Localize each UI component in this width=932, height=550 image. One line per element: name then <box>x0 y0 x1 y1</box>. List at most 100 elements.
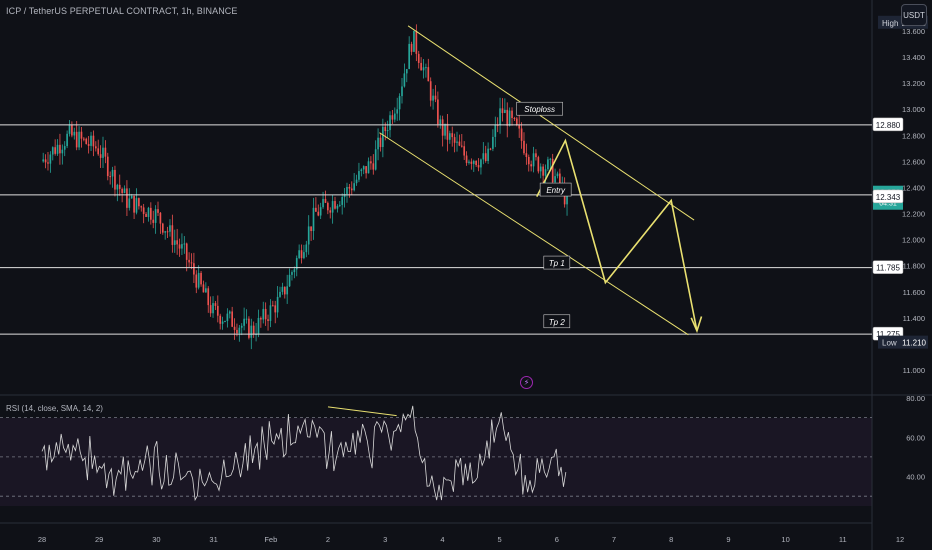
annotation-box <box>543 255 571 270</box>
candle-body <box>425 67 427 69</box>
candle-body <box>312 207 315 232</box>
candle-body <box>114 169 116 190</box>
candle-body <box>456 141 458 143</box>
candle-body <box>233 326 236 330</box>
candle-body <box>109 176 112 178</box>
candle-body <box>228 311 231 314</box>
candle-body <box>472 160 475 164</box>
candle-body <box>358 171 360 180</box>
time-tick-label: 5 <box>498 535 502 544</box>
candle-body <box>398 96 401 110</box>
candle-body <box>66 133 68 147</box>
time-tick-label: Feb <box>264 535 277 544</box>
candle-body <box>133 195 135 213</box>
candle-body <box>164 231 167 233</box>
candle-body <box>527 156 530 165</box>
level-price-tag: 11.275 <box>876 330 900 339</box>
candle-body <box>382 126 384 148</box>
candle-body <box>267 319 269 321</box>
annotation-box <box>539 182 572 197</box>
high-marker-label: High <box>882 19 898 28</box>
candle-body <box>482 153 485 160</box>
candle-body <box>147 207 150 217</box>
candle-body <box>379 137 382 148</box>
candle-body <box>377 137 379 150</box>
candle-body <box>386 130 389 132</box>
candle-body <box>303 252 305 259</box>
candle-body <box>310 226 312 232</box>
price-tick-label: 11.800 <box>903 262 925 271</box>
candle-body <box>176 240 178 245</box>
candle-body <box>202 284 205 293</box>
candle-body <box>87 144 90 146</box>
candle-body <box>566 191 568 205</box>
candle-body <box>410 43 413 52</box>
time-tick-label: 6 <box>555 535 559 544</box>
candle-body <box>353 183 355 191</box>
price-tick-label: 12.000 <box>902 236 925 245</box>
time-tick-label: 10 <box>781 535 789 544</box>
candle-body <box>444 123 446 136</box>
annotation-label: Tp 1 <box>549 259 565 268</box>
candle-body <box>214 303 217 306</box>
rsi-tick-label: 80.00 <box>906 394 925 403</box>
rsi-band-fill <box>0 418 872 506</box>
candle-body <box>504 109 506 114</box>
time-tick-label: 12 <box>896 535 904 544</box>
price-tick-label: 13.200 <box>902 79 925 88</box>
candle-body <box>315 207 317 212</box>
currency-button[interactable]: USDT <box>901 4 927 26</box>
candle-body <box>240 325 243 328</box>
candle-body <box>121 188 123 193</box>
candle-body <box>286 286 289 295</box>
time-tick-label: 11 <box>839 535 847 544</box>
candle-body <box>355 179 358 184</box>
candle-body <box>262 308 265 320</box>
candle-body <box>209 305 212 314</box>
low-marker-value: 11.210 <box>902 339 926 348</box>
candle-body <box>83 138 85 140</box>
candle-body <box>193 263 195 275</box>
candle-body <box>135 198 138 213</box>
low-marker-label: Low <box>882 339 897 348</box>
rsi-divergence-line <box>327 406 397 417</box>
candle-body <box>173 240 176 245</box>
candle-body <box>171 225 174 245</box>
candle-body <box>271 305 274 307</box>
rsi-indicator-label: RSI (14, close, SMA, 14, 2) <box>6 404 103 413</box>
candle-body <box>470 161 473 164</box>
candle-body <box>226 313 229 322</box>
candle-body <box>185 243 188 260</box>
time-tick-label: 8 <box>669 535 673 544</box>
lightning-icon[interactable]: ⚡ <box>520 376 533 389</box>
candle-body <box>489 148 492 150</box>
candle-body <box>106 156 109 177</box>
candle-body <box>415 30 418 54</box>
candle-body <box>329 210 332 213</box>
candle-body <box>130 195 133 199</box>
level-price-tag-box <box>872 260 904 274</box>
candle-body <box>157 209 159 213</box>
low-marker-box <box>878 335 928 349</box>
annotation-label: Stoploss <box>524 105 555 114</box>
candle-body <box>336 205 339 209</box>
candle-body <box>205 288 207 293</box>
candle-body <box>515 118 518 125</box>
candle-body <box>348 186 351 189</box>
candle-body <box>274 305 277 313</box>
candle-body <box>362 166 365 170</box>
candle-body <box>298 250 300 259</box>
candle-body <box>446 123 449 140</box>
candle-body <box>243 318 245 326</box>
candle-body <box>523 140 525 154</box>
candle-body <box>367 161 370 174</box>
time-tick-label: 2 <box>326 535 330 544</box>
candle-body <box>264 308 267 320</box>
candle-body <box>405 69 408 74</box>
candle-body <box>496 125 499 127</box>
time-tick-label: 4 <box>440 535 444 544</box>
candle-body <box>396 109 399 114</box>
price-tick-label: 12.800 <box>902 131 925 140</box>
candle-body <box>453 137 456 143</box>
